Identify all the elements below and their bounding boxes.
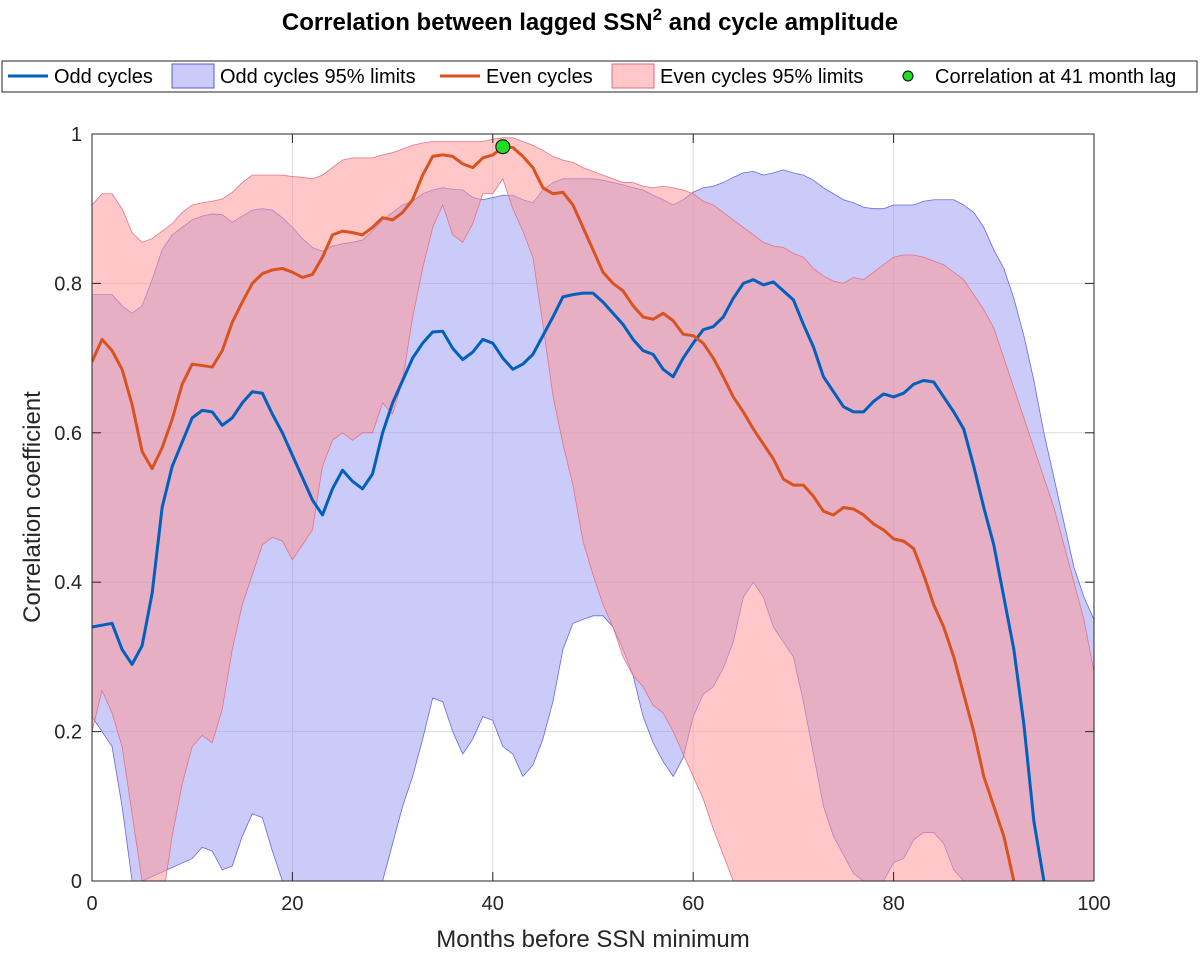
x-tick-label: 100 xyxy=(1077,893,1110,915)
legend-odd-cycles-label: Odd cycles xyxy=(54,66,153,88)
legend-odd-limits-patch xyxy=(171,63,215,89)
legend-highlight-marker xyxy=(902,70,914,82)
highlight-layer xyxy=(495,139,511,155)
legend-entry-odd-limits: Odd cycles 95% limits xyxy=(171,63,416,89)
y-tick-label: 0.6 xyxy=(54,423,82,445)
legend-entry-even-cycles: Even cycles xyxy=(440,66,593,88)
x-tick-label: 40 xyxy=(482,893,504,915)
x-tick-label: 0 xyxy=(86,893,97,915)
chart-title-main: Correlation between lagged SSN xyxy=(282,9,653,36)
even-limits-band xyxy=(92,137,1094,881)
y-tick-label: 1 xyxy=(71,124,82,146)
odd-cycles-line xyxy=(92,278,1046,881)
highlight-point xyxy=(495,139,511,155)
legend-even-limits-patch xyxy=(611,63,655,89)
even-cycles-line xyxy=(92,145,1016,881)
legend-even-cycles-label: Even cycles xyxy=(486,66,593,88)
y-tick-label: 0.4 xyxy=(54,572,82,594)
y-tick-label: 0.2 xyxy=(54,722,82,744)
x-axis-label: Months before SSN minimum xyxy=(436,926,749,953)
x-tick-label: 80 xyxy=(882,893,904,915)
chart-title-superscript: 2 xyxy=(653,5,662,24)
plot-frame xyxy=(91,133,1095,882)
legend-entry-odd-cycles: Odd cycles xyxy=(8,66,153,88)
y-tick-label: 0.8 xyxy=(54,273,82,295)
series-lines xyxy=(92,145,1046,881)
legend-even-limits-label: Even cycles 95% limits xyxy=(660,66,863,88)
ticks: 0 20 40 60 80 100 0 0.2 0.4 0.6 0.8 1 xyxy=(54,124,1111,915)
y-tick-label: 0 xyxy=(71,871,82,893)
x-tick-label: 20 xyxy=(281,893,303,915)
chart-title-suffix: and cycle amplitude xyxy=(662,9,898,36)
legend-odd-limits-label: Odd cycles 95% limits xyxy=(220,66,416,88)
y-axis-label: Correlation coefficient xyxy=(19,391,46,623)
legend-highlight-label: Correlation at 41 month lag xyxy=(935,66,1176,88)
legend-box xyxy=(1,60,1198,93)
legend: Odd cycles Odd cycles 95% limits Even cy… xyxy=(1,60,1198,93)
bands xyxy=(92,137,1094,881)
legend-entry-even-limits: Even cycles 95% limits xyxy=(611,63,863,89)
legend-entry-highlight: Correlation at 41 month lag xyxy=(902,66,1176,88)
chart-title: Correlation between lagged SSN2 and cycl… xyxy=(282,5,898,36)
x-tick-label: 60 xyxy=(682,893,704,915)
plot-area: 0 20 40 60 80 100 0 0.2 0.4 0.6 0.8 1 xyxy=(54,124,1111,915)
